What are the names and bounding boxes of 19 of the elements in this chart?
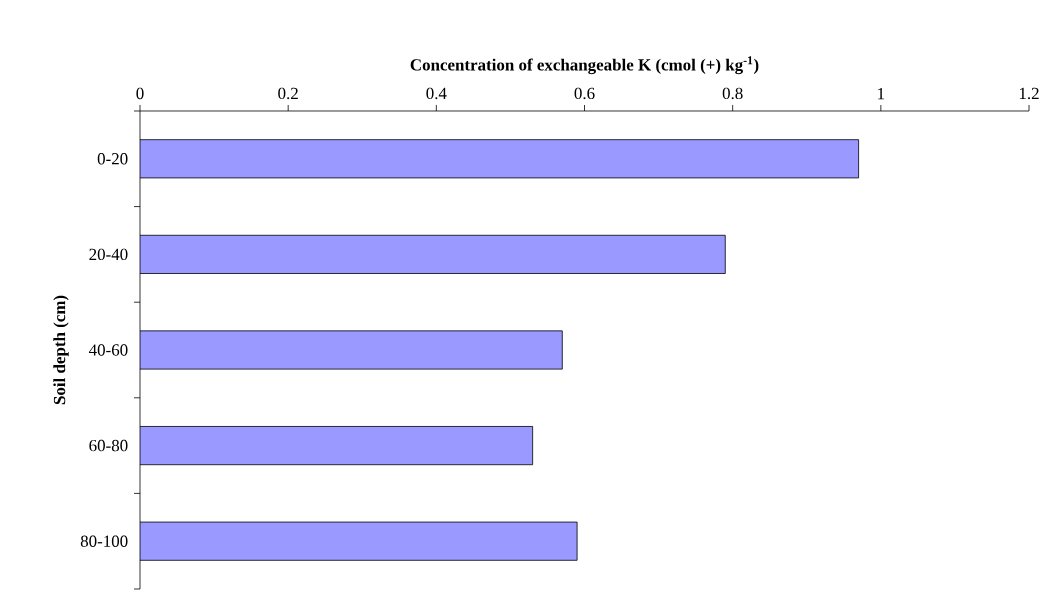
x-tick-label: 0.8 — [722, 87, 743, 100]
y-axis-title: Soil depth (cm) — [53, 295, 69, 405]
bar — [140, 330, 563, 370]
x-tick-label: 1.2 — [1019, 87, 1039, 100]
bar — [140, 139, 860, 179]
x-tick-label: 1 — [878, 87, 885, 100]
y-tick-label: 60-80 — [89, 439, 128, 452]
y-tick-label: 80-100 — [80, 535, 128, 547]
x-tick-label: 0.4 — [426, 87, 447, 100]
y-tick-label: 40-60 — [88, 344, 128, 356]
bar — [140, 234, 726, 274]
x-tick-label: 0.2 — [278, 87, 298, 100]
bar — [140, 521, 578, 561]
bar — [140, 426, 534, 466]
x-axis-title: Concentration of exchangeable K (cmol (+) kg$^{-1}$) — [410, 56, 759, 75]
x-tick-label: 0 — [136, 87, 144, 100]
y-tick-label: 20-40 — [89, 248, 128, 261]
y-tick-label: 0-20 — [97, 153, 128, 165]
x-tick-label: 0.6 — [574, 87, 595, 100]
